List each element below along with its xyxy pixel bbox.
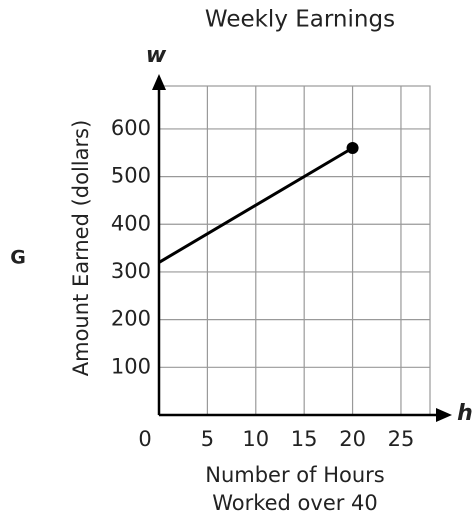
x-axis-label: Worked over 40 bbox=[212, 491, 378, 515]
x-tick-label: 15 bbox=[291, 427, 318, 451]
end-point bbox=[346, 141, 359, 154]
y-axis-arrow bbox=[152, 74, 166, 90]
y-tick-label: 200 bbox=[111, 307, 151, 331]
x-tick-label: 5 bbox=[201, 427, 214, 451]
x-tick-label: 0 bbox=[138, 427, 151, 451]
x-axis-var: h bbox=[457, 401, 473, 426]
y-tick-label: 400 bbox=[111, 211, 151, 235]
y-tick-label: 600 bbox=[111, 116, 151, 140]
chart-title: Weekly Earnings bbox=[205, 7, 395, 33]
x-tick-label: 10 bbox=[242, 427, 269, 451]
y-axis-var: w bbox=[146, 43, 167, 68]
line bbox=[158, 146, 354, 264]
x-axis-arrow bbox=[436, 408, 452, 422]
y-axis-label: Amount Earned (dollars) bbox=[69, 120, 93, 377]
y-tick-label: 100 bbox=[111, 354, 151, 378]
y-tick-label: 300 bbox=[111, 259, 151, 283]
x-tick-label: 20 bbox=[339, 427, 366, 451]
grid-border bbox=[158, 85, 431, 416]
item-label: G bbox=[10, 247, 26, 269]
x-axis-label: Number of Hours bbox=[205, 463, 384, 487]
y-tick-label: 500 bbox=[111, 164, 151, 188]
x-tick-label: 25 bbox=[388, 427, 415, 451]
